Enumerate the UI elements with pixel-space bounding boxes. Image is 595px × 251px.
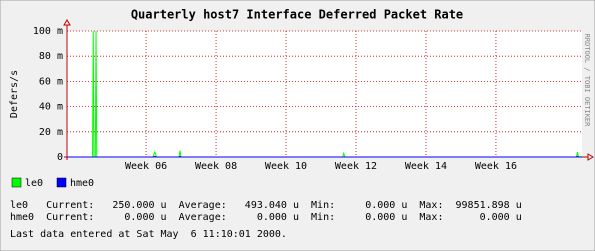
chart-title: Quarterly host7 Interface Deferred Packe…: [131, 8, 463, 22]
legend-label: hme0: [70, 178, 94, 189]
series-line: [67, 155, 582, 158]
stats-line: le0 Current: 250.000 u Average: 493.040 …: [10, 200, 522, 211]
y-axis-arrow: [63, 19, 71, 26]
y-tick-label: 40 m: [39, 102, 63, 113]
y-tick-label: 20 m: [39, 127, 63, 138]
x-tick-label: Week 08: [195, 161, 237, 172]
stats-line: hme0 Current: 0.000 u Average: 0.000 u M…: [10, 212, 522, 223]
y-tick-label: 100 m: [33, 26, 63, 37]
x-tick-label: Week 12: [335, 161, 377, 172]
x-tick-label: Week 14: [405, 161, 447, 172]
x-tick-label: Week 06: [125, 161, 167, 172]
credit: RRDTOOL / TOBI OETIKER: [583, 34, 591, 128]
plot-area: [67, 31, 582, 157]
y-tick-label: 60 m: [39, 76, 63, 87]
x-tick-label: Week 10: [265, 161, 307, 172]
legend-label: le0: [25, 178, 43, 189]
footer: Last data entered at Sat May 6 11:10:01 …: [10, 229, 287, 240]
legend-swatch: [11, 177, 22, 188]
y-axis-label: Defers/s: [9, 70, 20, 118]
x-tick-label: Week 16: [475, 161, 517, 172]
legend-swatch: [56, 177, 67, 188]
y-tick-label: 80 m: [39, 51, 63, 62]
x-axis-arrow: [587, 153, 594, 161]
y-tick-label: 0: [57, 152, 63, 163]
